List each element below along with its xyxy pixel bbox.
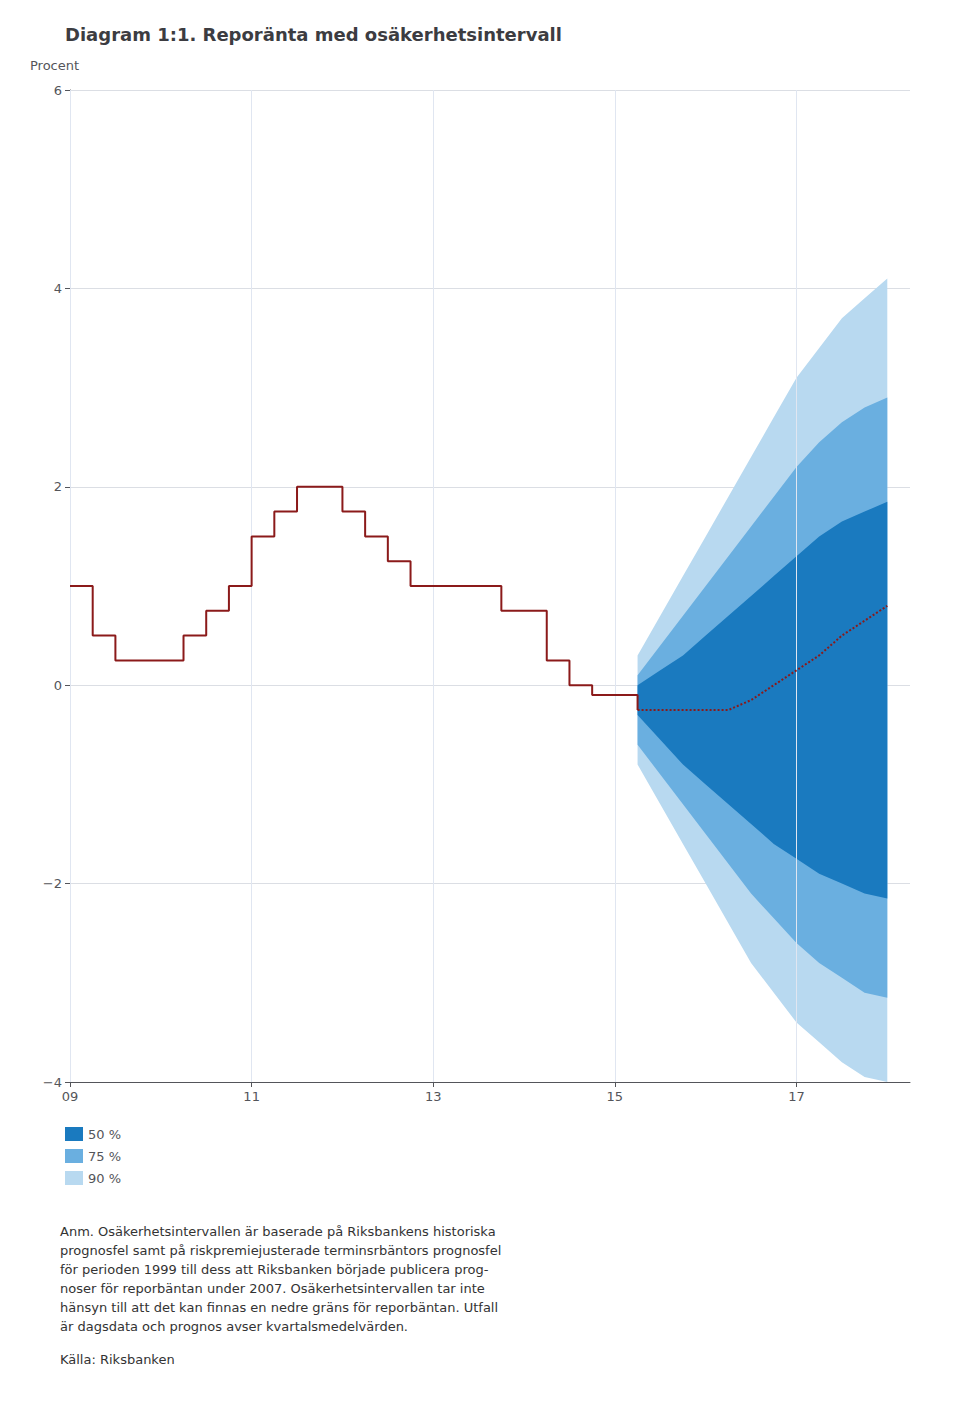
svg-text:13: 13 xyxy=(425,1089,442,1104)
svg-text:hänsyn till att det kan finnas: hänsyn till att det kan finnas en nedre … xyxy=(60,1300,498,1315)
svg-text:6: 6 xyxy=(54,83,62,98)
svg-text:15: 15 xyxy=(607,1089,624,1104)
svg-text:Anm. Osäkerhetsintervallen är: Anm. Osäkerhetsintervallen är baserade p… xyxy=(60,1224,496,1239)
svg-text:2: 2 xyxy=(54,479,62,494)
svg-text:75 %: 75 % xyxy=(88,1149,121,1164)
svg-text:11: 11 xyxy=(243,1089,260,1104)
svg-text:Procent: Procent xyxy=(30,58,79,73)
svg-text:Källa: Riksbanken: Källa: Riksbanken xyxy=(60,1352,175,1367)
svg-text:för perioden 1999 till dess at: för perioden 1999 till dess att Riksbank… xyxy=(60,1262,489,1277)
svg-text:är dagsdata och prognos avser: är dagsdata och prognos avser kvartalsme… xyxy=(60,1319,408,1334)
svg-text:−2: −2 xyxy=(43,876,62,891)
svg-text:Diagram 1:1. Reporänta med osä: Diagram 1:1. Reporänta med osäkerhetsint… xyxy=(65,24,562,45)
svg-text:0: 0 xyxy=(54,678,62,693)
svg-text:prognosfel samt på riskpremiej: prognosfel samt på riskpremiejusterade t… xyxy=(60,1243,501,1258)
svg-text:90 %: 90 % xyxy=(88,1171,121,1186)
svg-text:noser för reporbäntan under 20: noser för reporbäntan under 2007. Osäker… xyxy=(60,1281,485,1296)
svg-text:4: 4 xyxy=(54,281,62,296)
svg-text:−4: −4 xyxy=(43,1075,62,1090)
svg-text:50 %: 50 % xyxy=(88,1127,121,1142)
svg-text:09: 09 xyxy=(62,1089,79,1104)
svg-text:17: 17 xyxy=(788,1089,805,1104)
